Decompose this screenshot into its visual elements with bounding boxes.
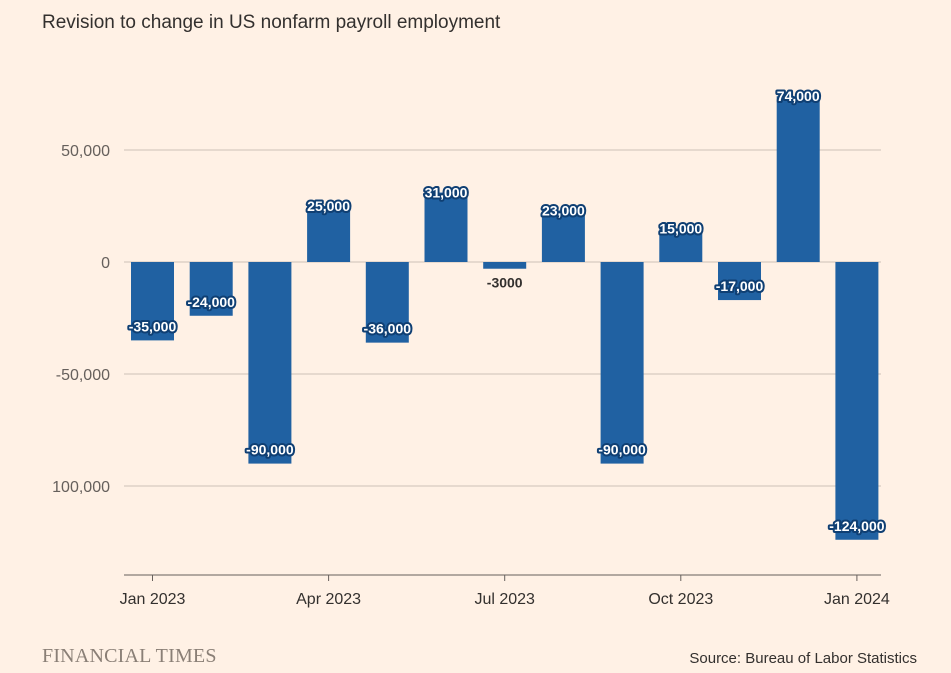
- data-label: -17,000: [716, 278, 764, 294]
- ft-logo: FINANCIAL TIMES: [42, 645, 217, 667]
- data-label: -3000: [487, 275, 523, 291]
- bar: [307, 206, 351, 262]
- data-label: -24,000: [187, 294, 235, 310]
- bar: [776, 96, 820, 263]
- y-tick-label: 100,000: [52, 479, 110, 496]
- bar: [483, 262, 527, 269]
- x-tick-label: Jan 2023: [120, 591, 186, 608]
- data-label: 31,000: [425, 185, 468, 201]
- bar: [189, 262, 233, 316]
- source-note: Source: Bureau of Labor Statistics: [689, 650, 917, 667]
- x-axis: Jan 2023 Apr 2023 Jul 2023 Oct 2023 Jan 2024: [120, 574, 890, 608]
- bar: [424, 192, 468, 262]
- bar: [659, 228, 703, 262]
- bar: [600, 262, 644, 464]
- data-label: -90,000: [246, 442, 294, 458]
- bar-chart: 50,000 0 -50,000 100,000 Jan 2023 Apr 2023 Ju…: [52, 86, 890, 608]
- data-label: -36,000: [364, 321, 412, 337]
- bar: [718, 262, 761, 301]
- data-label: 23,000: [542, 202, 585, 218]
- bar: [541, 210, 585, 262]
- x-tick-label: Oct 2023: [648, 591, 713, 608]
- y-axis-ticks: 50,000 0 -50,000 100,000: [52, 143, 110, 496]
- y-tick-label: -50,000: [56, 367, 110, 384]
- data-label: -90,000: [598, 442, 646, 458]
- x-tick-label: Apr 2023: [296, 591, 361, 608]
- y-tick-label: 50,000: [61, 143, 110, 160]
- data-labels: -35,000 -24,000 -90,000 25,000 -36,000 31,000…: [127, 86, 887, 536]
- bar: [131, 262, 174, 341]
- bar: [835, 262, 879, 540]
- data-label: -35,000: [129, 318, 177, 334]
- x-tick-label: Jul 2023: [474, 591, 535, 608]
- chart-title: Revision to change in US nonfarm payroll…: [42, 12, 501, 33]
- data-label: -124,000: [829, 518, 884, 534]
- x-tick-label: Jan 2024: [824, 591, 890, 608]
- data-label: 25,000: [307, 198, 350, 214]
- gridlines: [124, 149, 881, 487]
- data-label: 15,000: [659, 220, 702, 236]
- bars: [131, 96, 879, 540]
- data-label: 74,000: [777, 88, 820, 104]
- bar: [365, 262, 409, 343]
- bar: [248, 262, 292, 464]
- y-tick-label: 0: [101, 255, 110, 272]
